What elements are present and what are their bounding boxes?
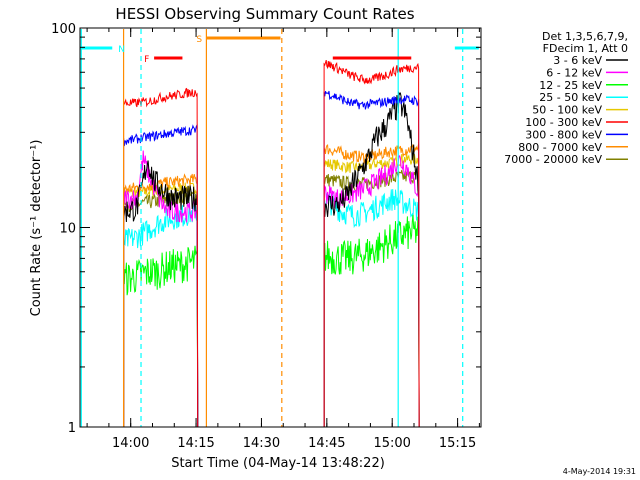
legend-header-2: FDecim 1, Att 0 [543,42,628,55]
legend-label-4: 25 - 50 keV [539,91,602,104]
x-tick-label-3: 14:30 [243,436,280,451]
x-axis-label: Start Time (04-May-14 13:48:22) [171,456,385,471]
data-layer [123,59,420,428]
legend-label-8: 800 - 7000 keV [518,141,602,154]
legend-label-2: 6 - 12 keV [546,66,602,79]
flag-label-n: N [118,45,125,55]
axis-layer: 14:00 14:15 14:30 14:45 15:00 15:15 1 10 100 [51,22,481,451]
footer-date-stamp: 4-May-2014 19:31 [563,467,636,476]
x-tick-label-6: 15:15 [439,436,476,451]
x-tick-label-4: 14:45 [308,436,345,451]
legend-label-9: 7000 - 20000 keV [504,153,602,166]
legend-label-6: 100 - 300 keV [525,116,602,129]
series-line-7 [123,90,420,428]
legend-label-3: 12 - 25 keV [539,79,602,92]
chart-title: HESSI Observing Summary Count Rates [115,5,414,23]
legend-header-1: Det 1,3,5,6,7,9, [542,30,628,43]
series-line-4 [123,189,420,428]
y-axis-label: Count Rate (s⁻¹ detector⁻¹) [29,140,44,317]
series-line-1 [123,91,420,428]
legend-label-5: 50 - 100 keV [532,104,602,117]
y-tick-label-2: 10 [59,222,76,237]
legend-label-1: 3 - 6 keV [553,54,602,67]
flag-layer: N F S [80,35,479,65]
y-tick-label-3: 100 [51,22,76,37]
legend-label-7: 300 - 800 keV [525,128,602,141]
series-line-3 [123,214,420,428]
y-tick-label-1: 1 [68,421,76,436]
x-tick-label-1: 14:00 [112,436,149,451]
legend: Det 1,3,5,6,7,9,FDecim 1, Att 03 - 6 keV… [504,30,628,166]
x-tick-label-2: 14:15 [177,436,214,451]
series-line-6 [123,59,420,428]
flag-label-s: S [196,35,202,45]
flag-label-f: F [144,55,149,65]
x-tick-label-5: 15:00 [373,436,410,451]
